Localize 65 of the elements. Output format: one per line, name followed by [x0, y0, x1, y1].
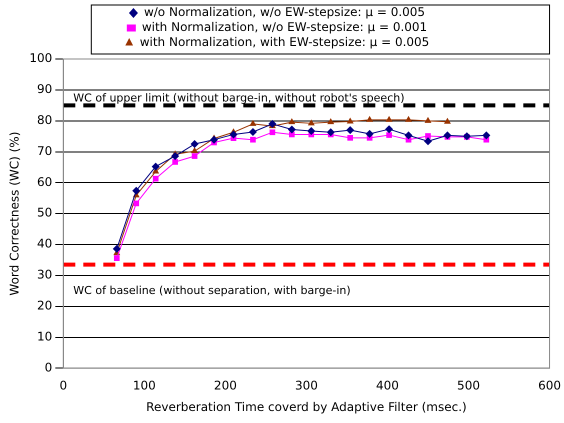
point	[425, 133, 431, 139]
point	[404, 131, 413, 140]
point	[192, 153, 198, 159]
x-tick-label: 400	[376, 378, 399, 393]
point	[443, 131, 452, 140]
ref-line-label: WC of upper limit (without barge-in, without robot's speech)	[73, 92, 405, 105]
point	[210, 136, 218, 144]
point	[114, 255, 120, 261]
y-tick-label: 80	[37, 112, 52, 127]
point	[386, 116, 393, 122]
point	[152, 176, 159, 182]
point	[346, 126, 354, 134]
point	[190, 140, 199, 148]
point	[366, 116, 374, 122]
point	[424, 116, 432, 123]
y-tick-label: 70	[37, 144, 52, 158]
x-tick-label: 500	[457, 378, 480, 393]
point	[482, 131, 490, 140]
point	[288, 118, 296, 124]
legend-label: w/o Normalization, w/o EW-stepsize: μ = 0.005	[144, 5, 426, 20]
point	[268, 120, 276, 128]
x-axis-title: Reverberation Time coverd by Adaptive Filter (msec.)	[146, 400, 467, 414]
point	[171, 152, 180, 160]
x-tick-label: 0	[59, 378, 68, 393]
y-tick-label: 10	[37, 329, 52, 344]
point	[385, 125, 394, 134]
point	[346, 117, 354, 124]
point	[288, 126, 296, 134]
y-tick-label: 0	[44, 360, 52, 374]
x-tick-label: 600	[538, 378, 561, 393]
y-tick-label: 90	[37, 82, 52, 96]
y-tick-label: 40	[37, 236, 52, 251]
point	[270, 129, 276, 136]
point	[133, 200, 140, 206]
point	[366, 130, 374, 138]
point	[250, 136, 256, 143]
point	[248, 128, 257, 136]
y-tick-label: 100	[29, 51, 52, 66]
y-tick-label: 50	[37, 206, 52, 220]
y-axis-title: Word Correctness (WC) (%)	[7, 132, 22, 296]
x-tick-label: 100	[132, 378, 156, 393]
point	[249, 120, 256, 126]
point	[152, 162, 160, 171]
x-tick-label: 300	[294, 378, 318, 393]
point	[112, 244, 121, 253]
y-tick-label: 20	[37, 298, 52, 312]
point	[308, 119, 315, 126]
x-tick-label: 200	[214, 378, 237, 393]
legend-label: with Normalization, with EW-stepsize: μ = 0.005	[140, 35, 430, 50]
point	[386, 132, 392, 138]
point	[307, 127, 316, 136]
y-tick-label: 60	[37, 174, 52, 189]
point	[327, 118, 334, 124]
y-tick-label: 30	[37, 268, 52, 282]
point	[229, 130, 238, 138]
point	[347, 135, 354, 141]
point	[326, 128, 335, 136]
legend-label: with Normalization, w/o EW-stepsize: μ = 0.001	[142, 20, 428, 34]
ref-line-label: WC of baseline (without separation, with barge-in)	[73, 284, 351, 297]
point	[444, 118, 451, 124]
point	[405, 116, 412, 122]
point	[132, 186, 140, 195]
point	[191, 147, 198, 154]
point	[172, 159, 178, 165]
point	[424, 137, 432, 146]
